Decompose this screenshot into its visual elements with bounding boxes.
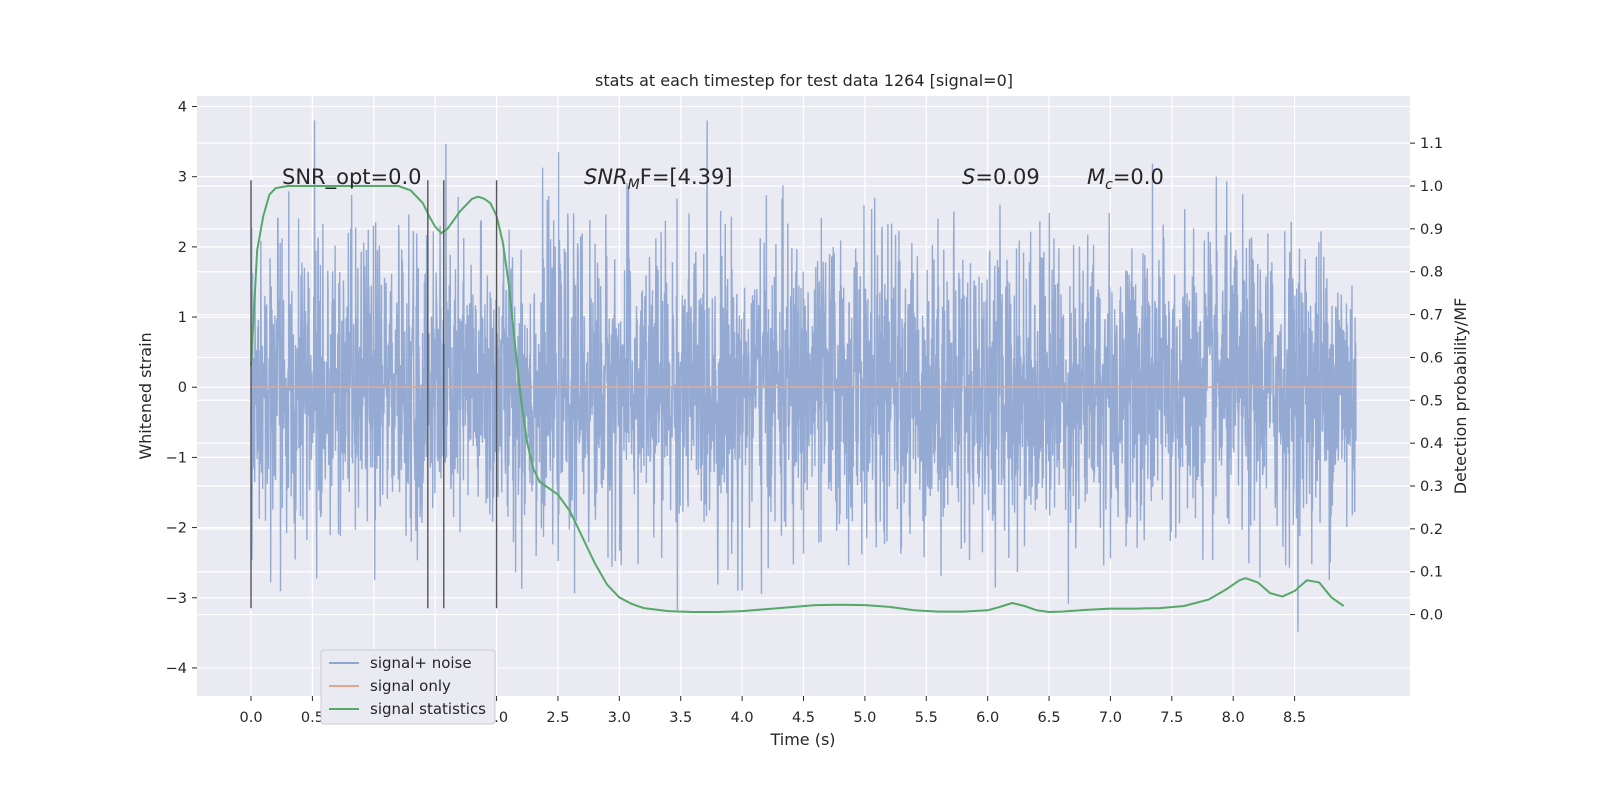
- legend-label-signal-noise: signal+ noise: [370, 654, 472, 672]
- y2-tick-label-10: 0.1: [1420, 565, 1443, 581]
- y-tick-label-8: −4: [166, 661, 187, 677]
- x-tick-label-13: 6.5: [1038, 710, 1061, 726]
- chart-title: stats at each timestep for test data 126…: [595, 71, 1013, 90]
- x-tick-label-11: 5.5: [915, 710, 938, 726]
- y2-tick-label-4: 0.7: [1420, 308, 1443, 324]
- y2-tick-label-11: 0.0: [1420, 608, 1443, 624]
- mc-annotation: Mc=0.0: [1087, 165, 1164, 193]
- series-signal-statistics-line: [250, 185, 1345, 613]
- y-axis-label: Whitened strain: [136, 332, 155, 459]
- signal-noise-series: [250, 120, 1357, 632]
- y-tick-label-3: 1: [178, 310, 187, 326]
- snr-mf-value: F=[4.39]: [640, 165, 733, 189]
- s-annotation: S=0.09: [962, 165, 1040, 189]
- y2-tick-label-1: 1.0: [1420, 179, 1443, 195]
- legend-label-signal-only: signal only: [370, 677, 451, 695]
- y2-tick-label-5: 0.6: [1420, 350, 1443, 366]
- x-tick-label-6: 3.0: [608, 710, 631, 726]
- s-variable: S: [962, 165, 975, 189]
- mc-variable: M: [1087, 165, 1105, 189]
- mc-value: =0.0: [1113, 165, 1164, 189]
- x-tick-label-15: 7.5: [1160, 710, 1183, 726]
- x-tick-label-5: 2.5: [546, 710, 569, 726]
- x-tick-label-17: 8.5: [1283, 710, 1306, 726]
- x-tick-label-14: 7.0: [1099, 710, 1122, 726]
- y-tick-label-6: −2: [166, 521, 187, 537]
- x-tick-label-16: 8.0: [1222, 710, 1245, 726]
- y2-tick-label-2: 0.9: [1420, 222, 1443, 238]
- x-tick-label-10: 5.0: [853, 710, 876, 726]
- y2-axis-label: Detection probability/MF: [1451, 298, 1470, 495]
- legend: signal+ noise signal only signal statist…: [320, 649, 496, 725]
- y2-tick-label-0: 1.1: [1420, 136, 1443, 152]
- y-tick-label-7: −3: [166, 591, 187, 607]
- x-tick-label-12: 6.0: [976, 710, 999, 726]
- x-axis-label: Time (s): [769, 730, 835, 749]
- x-tick-label-0: 0.0: [239, 710, 262, 726]
- mc-subscript: c: [1105, 177, 1113, 193]
- y-tick-label-0: 4: [178, 100, 187, 116]
- y-tick-label-4: 0: [178, 380, 187, 396]
- y2-axis-ticks: 1.1 1.0 0.9 0.8 0.7 0.6 0.5 0.4 0.3 0.2 0.1 0.0: [1410, 136, 1443, 624]
- y-tick-label-1: 3: [178, 170, 187, 186]
- signal-statistics-series: [250, 185, 1345, 613]
- legend-box: [320, 649, 496, 725]
- y-tick-label-2: 2: [178, 240, 187, 256]
- y-tick-label-5: −1: [166, 450, 187, 466]
- snr-opt-annotation: SNR_opt=0.0: [282, 165, 422, 190]
- y2-tick-label-6: 0.5: [1420, 393, 1443, 409]
- snr-mf-subscript: M: [628, 177, 640, 193]
- y-axis-ticks: 4 3 2 1 0 −1 −2 −3 −4: [166, 100, 197, 677]
- x-tick-label-8: 4.0: [731, 710, 754, 726]
- y2-tick-label-7: 0.4: [1420, 436, 1443, 452]
- vertical-marker-lines: [250, 180, 498, 609]
- snr-mf-annotation: SNRMF=[4.39]: [584, 165, 733, 193]
- snr-mf-prefix: SNR: [584, 165, 628, 189]
- legend-label-signal-statistics: signal statistics: [370, 700, 486, 718]
- x-tick-label-7: 3.5: [669, 710, 692, 726]
- x-tick-label-9: 4.5: [792, 710, 815, 726]
- y2-tick-label-3: 0.8: [1420, 265, 1443, 281]
- series-signal-noise-line: [250, 120, 1357, 632]
- y2-tick-label-9: 0.2: [1420, 522, 1443, 538]
- s-value: =0.09: [975, 165, 1039, 189]
- y2-tick-label-8: 0.3: [1420, 479, 1443, 495]
- x-tick-label-1: 0.5: [301, 710, 324, 726]
